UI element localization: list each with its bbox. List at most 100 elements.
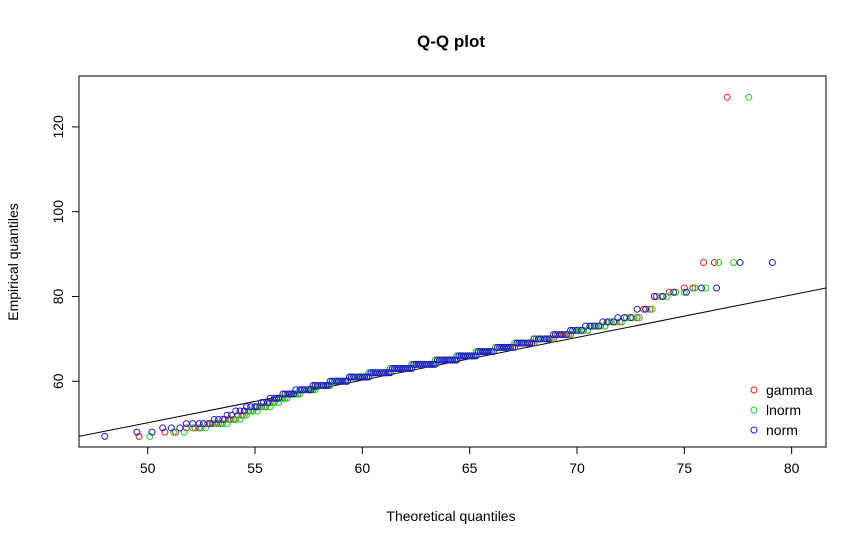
point-norm [360, 373, 368, 381]
point-norm [586, 322, 594, 330]
point-lnorm [618, 318, 626, 326]
point-norm [558, 331, 566, 339]
point-gamma [245, 407, 253, 415]
point-lnorm [219, 420, 227, 428]
series-norm [101, 259, 776, 440]
point-norm [650, 292, 658, 300]
point-norm [236, 407, 244, 415]
point-lnorm [236, 415, 244, 423]
point-norm [627, 314, 635, 322]
x-tick-label: 50 [140, 460, 156, 476]
point-norm [506, 343, 514, 351]
point-norm [382, 369, 390, 377]
point-norm [167, 424, 175, 432]
point-norm [324, 382, 332, 390]
point-norm [182, 420, 190, 428]
x-tick-label: 65 [462, 460, 478, 476]
point-lnorm [146, 432, 154, 440]
point-norm [449, 356, 456, 364]
point-norm [242, 403, 250, 411]
point-gamma [646, 305, 654, 313]
legend-marker-gamma [750, 386, 758, 394]
y-axis-label: Empirical quantiles [5, 203, 21, 321]
x-tick-label: 55 [247, 460, 263, 476]
point-norm [642, 305, 650, 313]
point-norm [219, 415, 227, 423]
point-norm [210, 415, 218, 423]
point-gamma [135, 432, 143, 440]
point-norm [101, 432, 109, 440]
point-norm [285, 390, 293, 398]
point-norm [260, 398, 268, 406]
point-lnorm [672, 288, 680, 296]
point-norm [133, 428, 141, 436]
point-norm [528, 339, 536, 347]
x-tick-label: 80 [784, 460, 800, 476]
legend-label-gamma: gamma [766, 382, 813, 398]
point-gamma [680, 284, 688, 292]
series-lnorm [146, 93, 753, 440]
point-lnorm [242, 411, 250, 419]
point-lnorm [210, 420, 218, 428]
point-norm [320, 382, 328, 390]
point-norm [713, 284, 721, 292]
x-tick-label: 70 [569, 460, 585, 476]
point-norm [251, 403, 259, 411]
point-norm [275, 394, 283, 402]
chart-title: Q-Q plot [417, 32, 485, 51]
point-norm [290, 390, 298, 398]
point-norm [403, 365, 411, 373]
point-norm [307, 386, 315, 394]
point-norm [545, 335, 553, 343]
point-lnorm [730, 259, 738, 267]
point-norm [176, 424, 184, 432]
x-tick-label: 75 [677, 460, 693, 476]
legend: gamma lnorm norm [750, 382, 813, 438]
point-norm [736, 259, 744, 267]
point-lnorm [283, 394, 291, 402]
point-norm [487, 348, 495, 356]
point-norm [569, 326, 577, 334]
y-tick-label: 100 [50, 200, 66, 224]
point-norm [427, 360, 435, 368]
y-axis: 60 80 100 120 [50, 115, 80, 389]
plot-frame [78, 75, 827, 448]
point-norm [305, 386, 313, 394]
legend-marker-norm [750, 426, 758, 434]
point-norm [227, 411, 235, 419]
point-lnorm [275, 398, 283, 406]
point-lnorm [253, 407, 261, 415]
point-lnorm [215, 420, 223, 428]
point-lnorm [680, 288, 688, 296]
point-norm [470, 352, 478, 360]
point-norm [659, 292, 667, 300]
point-norm [159, 424, 167, 432]
point-norm [468, 352, 476, 360]
point-norm [633, 305, 641, 313]
point-lnorm [309, 386, 317, 394]
point-norm [345, 373, 353, 381]
point-norm [322, 382, 330, 390]
point-norm [599, 318, 607, 326]
point-norm [386, 369, 394, 377]
point-norm [670, 288, 678, 296]
point-norm [384, 369, 392, 377]
point-lnorm [663, 292, 671, 300]
point-norm [309, 382, 317, 390]
point-norm [509, 343, 517, 351]
point-norm [408, 365, 416, 373]
point-norm [343, 377, 351, 385]
point-norm [270, 394, 278, 402]
point-norm [453, 356, 461, 364]
point-norm [431, 360, 439, 368]
point-norm [524, 339, 532, 347]
x-axis: 50 55 60 65 70 75 80 [140, 446, 800, 476]
y-tick-label: 120 [50, 115, 66, 139]
point-gamma [723, 93, 731, 101]
point-norm [296, 386, 304, 394]
legend-label-norm: norm [766, 422, 798, 438]
point-norm [264, 398, 272, 406]
x-tick-label: 60 [355, 460, 371, 476]
point-lnorm [169, 428, 177, 436]
point-norm [489, 348, 497, 356]
